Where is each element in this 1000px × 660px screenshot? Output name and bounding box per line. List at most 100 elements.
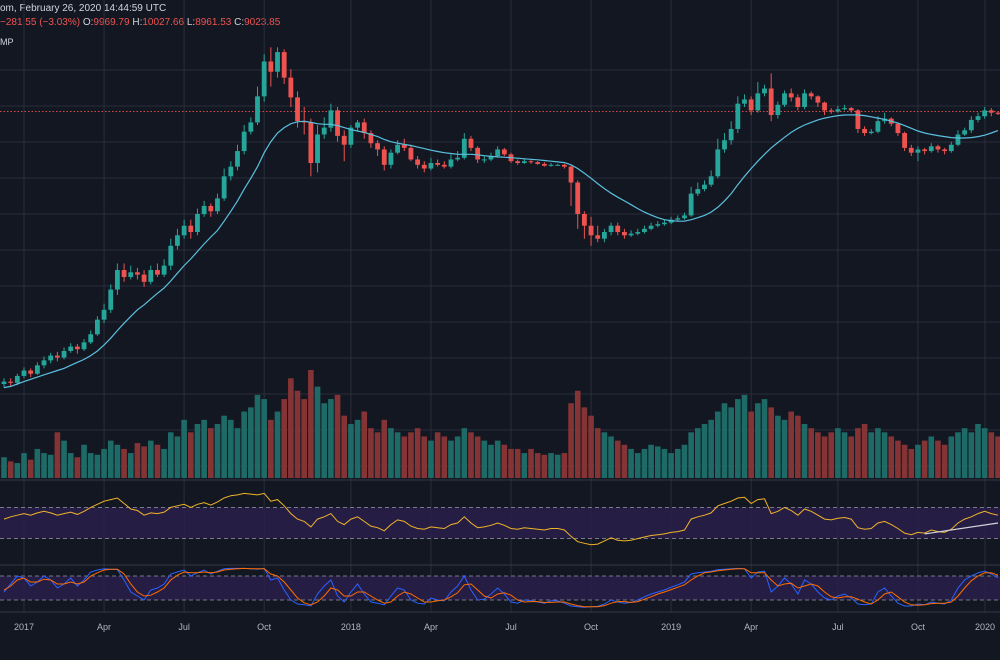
candle-body [682,215,687,219]
volume-bar [848,436,855,478]
volume-bar [521,453,528,478]
volume-bar [274,411,281,478]
candle-body [602,232,607,239]
candle-body [241,131,247,152]
volume-bar [601,432,608,478]
close-value: 9023.85 [244,17,281,28]
x-tick-label: Jul [832,622,844,632]
volume-bar [494,440,501,478]
candle-body [375,143,380,150]
candle-body [535,162,541,164]
candle-body [108,289,114,310]
volume-bar [674,448,681,478]
volume-bar [801,424,808,478]
open-value: 9969.79 [93,17,130,28]
candle-body [635,232,641,234]
volume-bar [574,390,581,478]
candle-body [815,96,821,103]
candle-body [88,334,94,343]
candle-body [908,147,914,153]
volume-bar [881,432,888,478]
volume-bar [988,432,995,478]
volume-bar [354,419,361,478]
candle-body [468,138,474,148]
volume-bar [434,432,441,478]
candle-body [521,161,527,164]
x-tick-label: Oct [584,622,599,632]
rsi-trendline [924,522,999,535]
indicator-label: MP [0,37,14,47]
volume-bar [81,444,87,478]
volume-bar [87,453,94,478]
candle-body [675,218,681,220]
candle-body [548,164,554,166]
candle-body [288,77,294,98]
volume-bar [294,390,301,478]
volume-bar [388,428,394,478]
candle-body [895,123,901,134]
volume-bar [141,446,147,478]
volume-bar [201,419,207,478]
volume-bar [41,453,47,478]
volume-bar [775,415,781,478]
volume-bar [788,411,794,478]
volume-bar [528,448,534,478]
candle-body [155,270,160,275]
candle-body [982,110,988,117]
volume-bar [568,403,574,478]
candle-body [128,272,134,277]
volume-bar [888,436,895,478]
volume-bar [107,440,114,478]
candle-body [915,149,921,153]
volume-bar [147,440,154,478]
candle-body [141,274,147,282]
rsi-line [3,492,999,546]
volume-bar [14,463,21,478]
volume-bar [975,424,981,478]
volume-bar [815,432,821,478]
candle-body [615,225,621,233]
candle-body [868,131,874,134]
volume-bar [468,432,474,478]
volume-bar [381,419,388,478]
volume-bar [474,436,481,478]
volume-bar [634,453,641,478]
volume-bar [1,457,7,478]
candle-body [762,88,767,94]
candle-body [875,121,881,132]
candle-body [922,149,928,152]
candle-body [101,309,107,320]
volume-bar [694,428,701,478]
rsi-pane [0,492,1000,546]
candle-body [115,270,120,290]
candle-body [68,346,74,352]
candle-body [988,110,994,113]
candle-body [74,346,80,350]
volume-bar [948,436,955,478]
volume-bar [261,399,267,478]
candle-body [808,93,814,97]
candle-body [828,110,834,112]
volume-bar [228,419,234,478]
candle-body [281,52,287,78]
candle-body [608,225,614,233]
volume-bar [681,444,688,478]
volume-bar [448,440,454,478]
candle-body [782,93,787,105]
candle-body [835,109,841,112]
chart-title: om, February 26, 2020 14:44:59 UTC [0,3,167,14]
candle-body [655,224,661,226]
volume-bar [935,440,941,478]
candle-body [28,370,34,374]
candle-body [415,159,421,165]
ohlc-readout: −281.55 (−3.03%) O:9969.79 H:10027.66 L:… [0,17,280,28]
candle-body [595,235,601,239]
candle-body [695,189,701,194]
candle-body [488,156,494,160]
volume-bar [688,432,694,478]
volume-bar [534,453,541,478]
volume-bar [61,440,67,478]
volume-bar [488,444,494,478]
candle-body [455,157,461,160]
